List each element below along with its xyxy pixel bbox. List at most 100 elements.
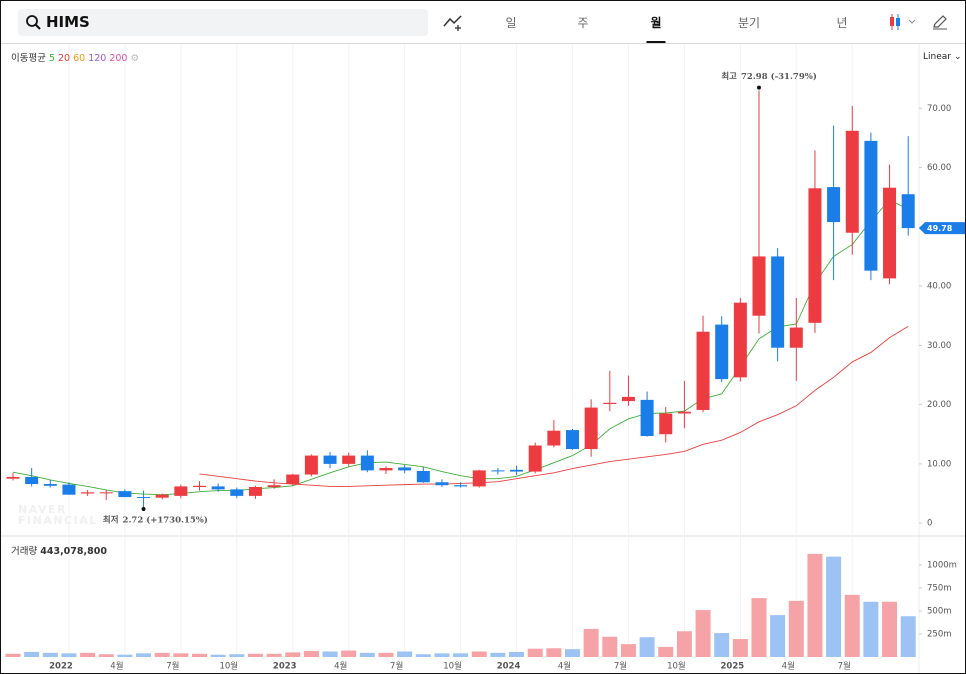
volume-legend: 거래량 443,078,800 <box>11 543 110 557</box>
volume-bar <box>676 631 692 657</box>
volume-bar <box>658 646 674 657</box>
volume-bar <box>434 653 450 657</box>
candle-body <box>845 130 859 233</box>
volume-bar <box>397 651 413 657</box>
candle-body <box>398 467 412 471</box>
volume-bar <box>61 653 77 657</box>
candle-body <box>677 411 691 414</box>
candle-body <box>864 140 878 271</box>
candle-body <box>528 445 542 472</box>
candle-body <box>155 494 169 498</box>
volume-bar <box>117 654 133 657</box>
candle-body <box>566 430 579 450</box>
volume-bar <box>639 637 655 657</box>
price-tag-text: 49.78 <box>927 224 953 233</box>
ma-title: 이동평균 <box>11 53 46 64</box>
search-box[interactable]: HIMS <box>18 9 428 36</box>
volume-bar <box>509 651 525 657</box>
y-tick-label: 60.00 <box>927 163 951 173</box>
period-tab[interactable]: 년 <box>836 16 848 30</box>
watermark: FINANCIAL <box>18 514 98 527</box>
volume-tick-label: 250m <box>927 629 952 639</box>
ma-legend-item: 200 <box>109 53 128 64</box>
volume-tick-label: 500m <box>927 606 952 616</box>
x-tick-label: 7월 <box>390 661 403 672</box>
scale-mode[interactable]: Linear ⌄ <box>923 52 962 62</box>
candle-body <box>137 497 151 499</box>
volume-bar <box>751 598 767 657</box>
candle-body <box>248 486 262 496</box>
x-tick-label: 7월 <box>838 661 851 672</box>
candle-body <box>771 256 785 348</box>
candle-body <box>211 486 225 490</box>
volume-bar <box>229 654 245 657</box>
candle-body <box>733 302 747 378</box>
volume-bar <box>80 652 96 657</box>
volume-bar <box>602 636 618 657</box>
volume-tick-label: 1000m <box>927 560 957 570</box>
search-text: HIMS <box>46 13 90 31</box>
candle-body <box>640 399 654 437</box>
candle-body <box>62 484 76 495</box>
period-tab[interactable]: 월 <box>646 16 666 43</box>
indicator-icon[interactable] <box>441 12 465 32</box>
watermark: NAVER <box>18 503 67 516</box>
candle-body <box>827 187 841 223</box>
x-tick-label: 2025 <box>721 662 745 672</box>
volume-bar <box>303 651 319 657</box>
candle-body <box>286 474 300 485</box>
candle-body <box>25 476 39 485</box>
candle-body <box>752 256 766 316</box>
volume-bar <box>770 615 786 657</box>
volume-bar <box>714 633 730 657</box>
ma-legend: 이동평균 5 20 60 120 200 ⚙ <box>11 50 142 64</box>
candle-body <box>416 470 430 483</box>
x-tick-label: 10월 <box>667 661 686 672</box>
chart-type-icon[interactable] <box>887 12 921 32</box>
volume-bar <box>863 601 879 657</box>
ma-legend-item: 5 <box>48 53 56 64</box>
volume-bar <box>341 650 357 657</box>
high-marker <box>757 85 761 90</box>
candle-body <box>379 468 393 471</box>
candle-body <box>342 455 356 464</box>
volume-bar <box>378 652 394 657</box>
ma-settings: ⚙ <box>130 53 140 64</box>
candle-body <box>454 485 468 487</box>
x-tick-label: 4월 <box>334 661 347 672</box>
volume-value: 443,078,800 <box>40 546 107 557</box>
candle-body <box>901 194 915 229</box>
candle-body <box>584 407 598 450</box>
volume-bar <box>415 654 431 657</box>
draw-icon[interactable] <box>932 14 948 30</box>
period-tab[interactable]: 주 <box>577 16 589 30</box>
volume-bar <box>42 652 58 657</box>
ma-line <box>199 325 909 487</box>
x-tick-label: 10월 <box>219 661 238 672</box>
x-tick-label: 2023 <box>273 662 297 672</box>
x-tick-label: 2024 <box>497 662 521 672</box>
candle-body <box>491 470 505 472</box>
price-panel <box>1 44 965 536</box>
candle-body <box>547 430 561 446</box>
period-tab[interactable]: 분기 <box>737 16 761 30</box>
scale-mode-text: Linear <box>923 52 951 62</box>
period-tab[interactable]: 일 <box>505 16 517 30</box>
x-tick-label: 7월 <box>614 661 627 672</box>
candle-body <box>43 484 57 486</box>
candle-body <box>659 413 673 435</box>
volume-bar <box>136 653 152 657</box>
candle-body <box>267 485 281 487</box>
candle-body <box>789 327 803 348</box>
volume-bar <box>527 648 543 657</box>
volume-bar <box>266 653 282 657</box>
candle-body <box>304 455 318 475</box>
candle-body <box>193 485 206 487</box>
volume-bar <box>844 594 860 657</box>
x-tick-label: 4월 <box>110 661 123 672</box>
price-tag <box>919 222 965 235</box>
volume-bar <box>882 601 898 657</box>
volume-bar <box>154 652 170 657</box>
